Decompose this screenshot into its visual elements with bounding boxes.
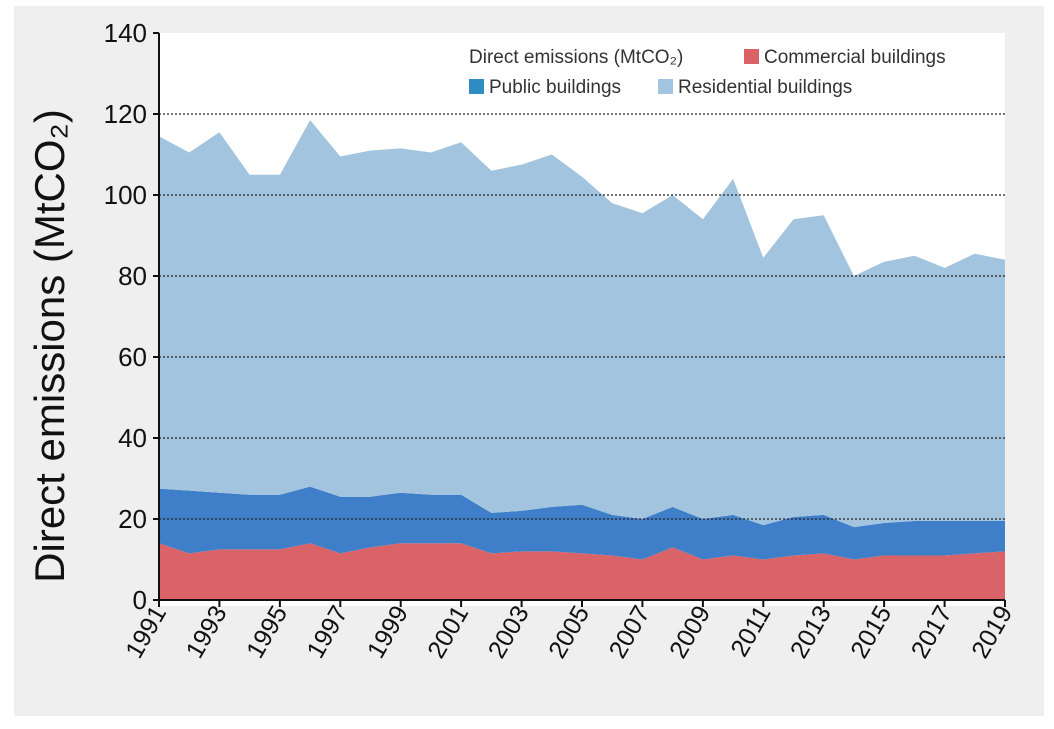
legend-label-commercial: Commercial buildings [764,47,946,68]
legend: Direct emissions (MtCO₂) Commercial buil… [469,47,946,98]
y-tick-label-120: 120 [104,99,147,129]
chart-frame: 0 20 40 60 80 100 120 140 1991 1993 1995 1997 1999 2… [14,6,1044,716]
y-tick-label-100: 100 [104,180,147,210]
y-axis-label: Direct emissions (MtCO₂) [26,109,73,583]
y-tick-label-20: 20 [118,504,147,534]
area-public [159,486,1005,560]
legend-swatch-public [469,79,484,94]
legend-label-public: Public buildings [489,77,621,98]
x-tick-label-2015: 2015 [845,601,897,663]
x-tick-label-2009: 2009 [664,601,716,663]
x-tick-label-1991: 1991 [120,601,172,663]
x-tick-label-2003: 2003 [483,601,535,663]
area-layers [159,120,1005,600]
y-tick-label-60: 60 [118,342,147,372]
x-tick-label-2019: 2019 [966,601,1018,663]
x-tick-label-1995: 1995 [241,601,293,663]
y-tick-label-80: 80 [118,261,147,291]
y-tick-label-0: 0 [133,585,147,615]
x-tick-label-2007: 2007 [604,601,656,663]
x-tick-label-1993: 1993 [181,601,233,663]
legend-swatch-commercial [744,49,759,64]
legend-title: Direct emissions (MtCO₂) [469,47,683,68]
axes [153,32,1006,607]
gridlines [159,113,1005,520]
x-tick-label-1999: 1999 [362,601,414,663]
x-tick-label-2013: 2013 [785,601,837,663]
y-tick-label-140: 140 [104,18,147,48]
x-tick-label-2017: 2017 [906,601,958,663]
x-tick-label-1997: 1997 [301,601,353,663]
legend-label-residential: Residential buildings [678,77,852,98]
x-tick-label-2011: 2011 [725,601,776,662]
x-tick-label-2001: 2001 [422,601,474,663]
area-residential [159,120,1005,528]
legend-swatch-residential [658,79,673,94]
x-tick-label-2005: 2005 [543,601,595,663]
x-tick-labels: 1991 1993 1995 1997 1999 2001 2003 2005 2007 2009… [120,601,1018,663]
area-commercial [159,543,1005,600]
y-tick-label-40: 40 [118,423,147,453]
y-tick-labels: 0 20 40 60 80 100 120 140 [104,18,147,615]
